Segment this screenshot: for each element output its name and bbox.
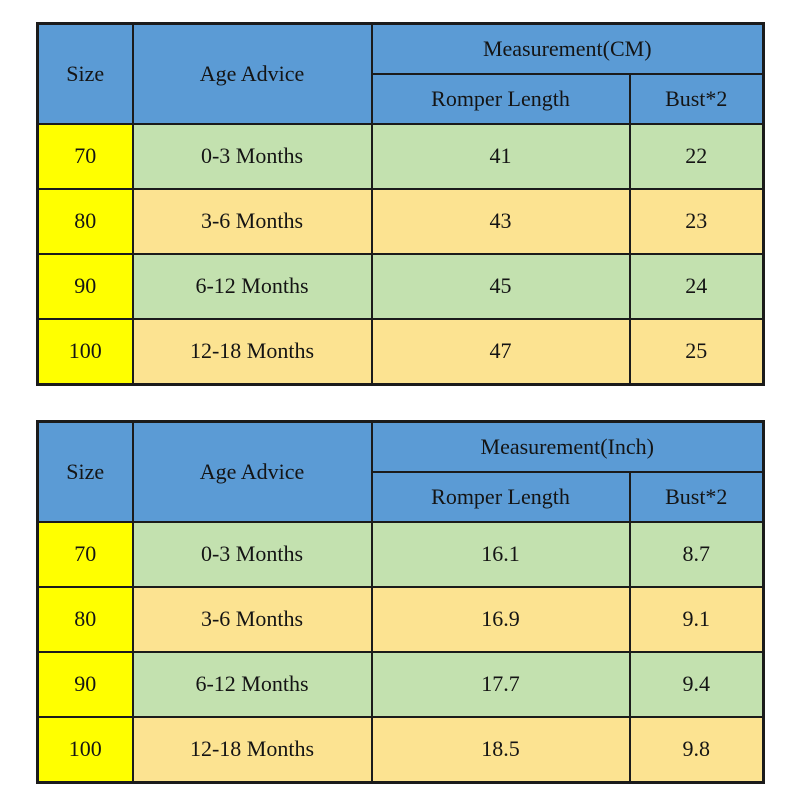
size-chart-inch-table: Size Age Advice Measurement(Inch) Romper… [36,420,766,784]
cm-row3-bust: 24 [628,253,765,320]
table-row: 80 3-6 Months 16.9 9.1 [36,586,765,653]
cm-header-bust: Bust*2 [628,73,765,125]
table-row: 100 12-18 Months 47 25 [36,318,765,386]
inch-row3-bust: 9.4 [628,651,765,718]
table-row: 100 12-18 Months 18.5 9.8 [36,716,765,784]
inch-row1-age: 0-3 Months [131,521,373,588]
size-chart-cm-table: Size Age Advice Measurement(CM) Romper L… [36,22,765,386]
inch-row3-age: 6-12 Months [131,651,373,718]
inch-row4-size: 100 [36,716,134,784]
cm-row1-age: 0-3 Months [131,123,373,190]
inch-row3-size: 90 [36,651,134,718]
cm-row3-age: 6-12 Months [131,253,373,320]
cm-row1-length: 41 [370,123,631,190]
table-row: 80 3-6 Months 43 23 [36,188,765,255]
inch-header-size: Size [36,420,134,523]
cm-row3-size: 90 [36,253,134,320]
inch-header-romper-length: Romper Length [370,471,631,523]
cm-header-age-advice: Age Advice [131,22,373,125]
inch-row4-bust: 9.8 [628,716,765,784]
inch-row1-size: 70 [36,521,134,588]
inch-row1-length: 16.1 [370,521,631,588]
cm-row4-age: 12-18 Months [131,318,373,386]
cm-header-size: Size [36,22,134,125]
cm-row2-size: 80 [36,188,134,255]
cm-row4-bust: 25 [628,318,765,386]
inch-header-bust: Bust*2 [628,471,765,523]
cm-row3-length: 45 [370,253,631,320]
inch-header-measurement: Measurement(Inch) [370,420,765,473]
inch-row2-length: 16.9 [370,586,631,653]
cm-row2-length: 43 [370,188,631,255]
inch-row3-length: 17.7 [370,651,631,718]
cm-row2-bust: 23 [628,188,765,255]
inch-row4-length: 18.5 [370,716,631,784]
inch-row4-age: 12-18 Months [131,716,373,784]
cm-header-measurement: Measurement(CM) [370,22,765,75]
inch-row1-bust: 8.7 [628,521,765,588]
inch-row2-size: 80 [36,586,134,653]
inch-row2-age: 3-6 Months [131,586,373,653]
table-row: 70 0-3 Months 16.1 8.7 [36,521,765,588]
inch-row2-bust: 9.1 [628,586,765,653]
table-row: 90 6-12 Months 17.7 9.4 [36,651,765,718]
cm-header-romper-length: Romper Length [370,73,631,125]
cm-row1-bust: 22 [628,123,765,190]
cm-row4-size: 100 [36,318,134,386]
table-row: 70 0-3 Months 41 22 [36,123,765,190]
inch-header-age-advice: Age Advice [131,420,373,523]
cm-row1-size: 70 [36,123,134,190]
cm-row4-length: 47 [370,318,631,386]
table-row: 90 6-12 Months 45 24 [36,253,765,320]
cm-row2-age: 3-6 Months [131,188,373,255]
